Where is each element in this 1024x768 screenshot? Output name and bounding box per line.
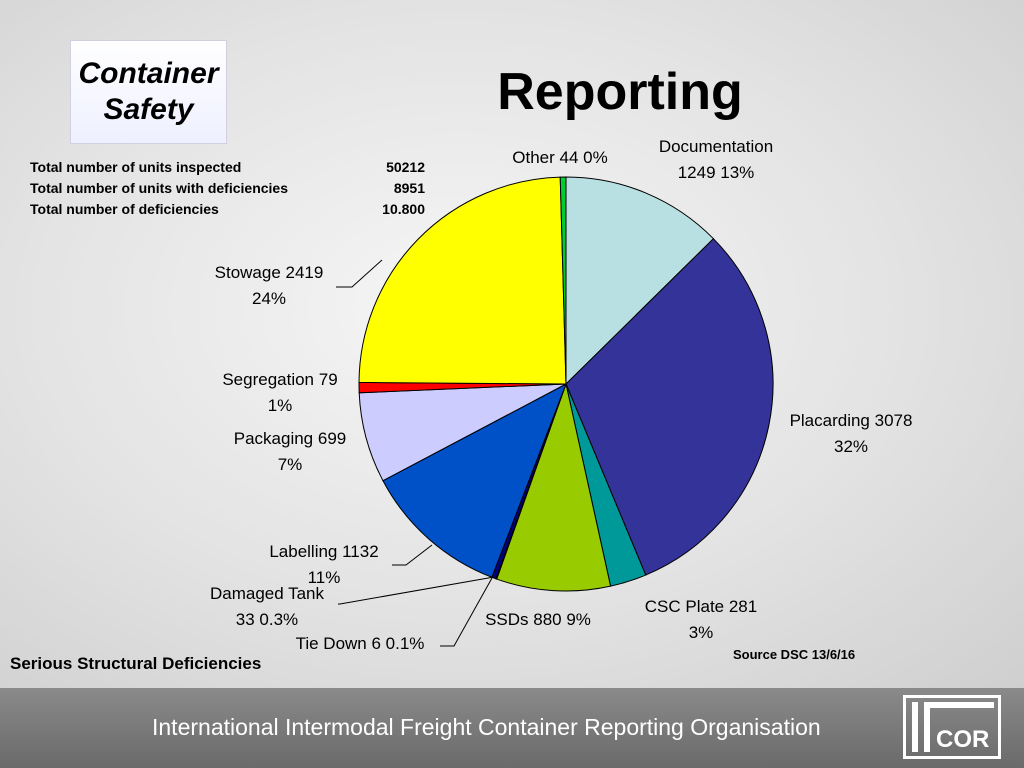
organisation-name: International Intermodal Freight Contain… [152,714,821,740]
ifcor-logo: COR [903,695,1001,759]
data-label-damaged-tank: Damaged Tank 33 0.3% [210,584,325,629]
stat-value: 8951 [393,180,425,196]
stat-label: Total number of deficiencies [30,201,219,217]
footer-bar [0,688,1024,768]
data-label-csc-plate: CSC Plate 281 3% [645,597,757,642]
deficiencies-pie-chart: Documentation 1249 13% Placarding 3078 32% C… [210,137,913,653]
logo-bar [924,702,930,752]
stat-value: 10.800 [382,201,425,217]
page-title: Reporting [497,63,743,121]
logo-text: COR [936,726,990,753]
pie-slice-stowage [358,176,567,385]
stat-value: 50212 [386,159,425,175]
stat-label: Total number of units inspected [30,159,242,175]
logo-line-1: Container [78,57,219,90]
chart-caption: Serious Structural Deficiencies [10,654,262,673]
leader-line-stowage [336,259,383,288]
data-label-stowage: Stowage 2419 24% [215,263,324,308]
stat-label: Total number of units with deficiencies [30,180,288,196]
pie-slice-placarding [565,237,774,576]
data-label-placarding: Placarding 3078 32% [790,411,913,456]
pie-slice-labelling [382,382,567,578]
pie-slice-other [559,176,567,385]
data-label-tie-down: Tie Down 6 0.1% [296,634,425,653]
stat-row: Total number of deficiencies 10.800 [30,199,425,220]
pie-slice-documentation [565,176,715,386]
logo-bar [924,702,994,708]
leader-line-labelling [392,544,433,566]
data-label-packaging: Packaging 699 7% [234,429,346,474]
data-label-labelling: Labelling 1132 11% [269,542,378,587]
source-note: Source DSC 13/6/16 [733,647,856,662]
container-safety-logo: Container Safety [70,40,227,144]
data-label-documentation: Documentation 1249 13% [659,137,773,182]
stat-row: Total number of units inspected 50212 [30,157,425,178]
stat-row: Total number of units with deficiencies … [30,178,425,199]
logo-line-2: Safety [103,93,194,126]
pie-slices [358,176,774,592]
pie-slice-ssds [496,382,612,592]
leader-line-tie-down [440,577,493,647]
inspection-stats: Total number of units inspected 50212 To… [30,157,425,220]
leader-line-damaged-tank [338,576,495,605]
data-label-ssds: SSDs 880 9% [485,610,591,629]
logo-bar [912,702,918,752]
data-label-segregation: Segregation 79 1% [222,370,337,415]
data-label-other: Other 44 0% [512,148,607,167]
logo-text: Container Safety [78,56,218,128]
